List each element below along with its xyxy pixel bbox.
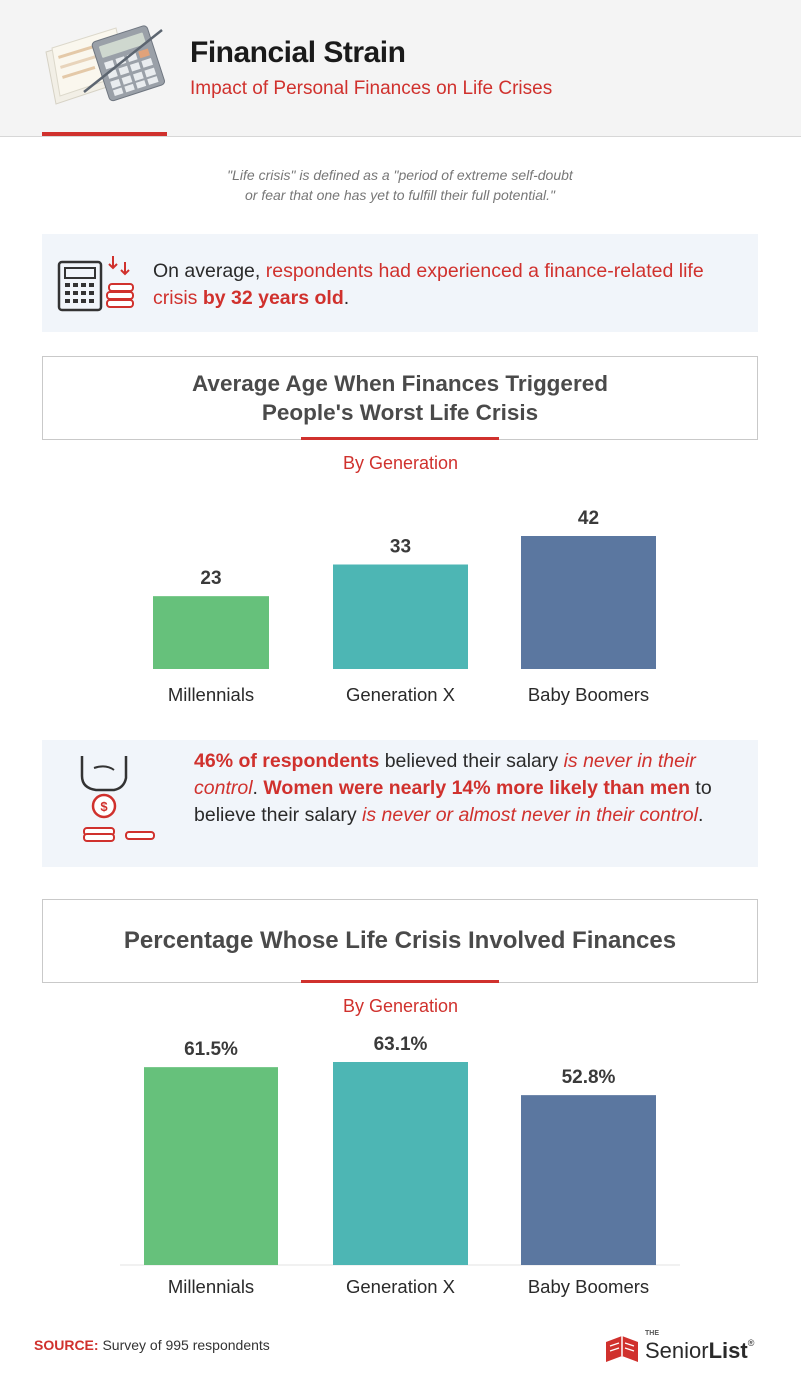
senior-list-logo: THE SeniorList® bbox=[604, 1330, 774, 1366]
bar-baby-boomers bbox=[521, 536, 656, 669]
calculator-paperwork-icon bbox=[45, 25, 165, 105]
callout2-part-1: 46% of respondents bbox=[194, 750, 380, 772]
page-title: Financial Strain bbox=[190, 36, 406, 69]
data-label: 61.5% bbox=[184, 1039, 238, 1060]
chart1-title-accent bbox=[301, 437, 499, 440]
callout2-part-7: is never or almost never in their contro… bbox=[362, 804, 698, 826]
life-crisis-definition: "Life crisis" is defined as a "period of… bbox=[150, 165, 650, 205]
data-label: 52.8% bbox=[562, 1067, 616, 1088]
chart2-title-accent bbox=[301, 980, 499, 983]
category-label: Baby Boomers bbox=[528, 684, 649, 705]
callout1-part-2: respondents had experienced a finance-re… bbox=[153, 260, 704, 309]
brand-the: THE bbox=[645, 1330, 659, 1337]
definition-line-1: "Life crisis" is defined as a "period of… bbox=[227, 167, 573, 183]
callout1-part-4: . bbox=[343, 287, 350, 309]
bar-generation-x bbox=[333, 1062, 468, 1265]
category-label: Millennials bbox=[168, 1276, 254, 1297]
callout2-part-8: . bbox=[697, 804, 704, 826]
chart1-title-box: Average Age When Finances Triggered Peop… bbox=[42, 356, 758, 440]
svg-text:$: $ bbox=[100, 799, 108, 814]
age-bar-chart: 23 Millennials 33 Generation X 42 Baby Boomer… bbox=[153, 508, 656, 705]
brand-name: SeniorList® bbox=[645, 1338, 754, 1364]
data-label: 33 bbox=[390, 537, 411, 558]
chart1-title-line-1: Average Age When Finances Triggered bbox=[192, 371, 608, 396]
bar-millennials bbox=[153, 596, 269, 669]
book-logo-icon bbox=[606, 1336, 638, 1362]
hand-coin-icon: $ bbox=[80, 756, 155, 842]
brand-list: List bbox=[708, 1338, 748, 1363]
calculator-coins-icon bbox=[57, 256, 134, 312]
source-note: SOURCE: Survey of 995 respondents bbox=[34, 1337, 270, 1353]
percentage-bar-chart: 61.5% Millennials 63.1% Generation X 52.8% Ba… bbox=[120, 1034, 680, 1297]
chart1-title: Average Age When Finances Triggered Peop… bbox=[43, 369, 757, 427]
callout2-part-4: . bbox=[252, 777, 264, 799]
page-subtitle: Impact of Personal Finances on Life Cris… bbox=[190, 78, 553, 99]
header: Financial Strain Impact of Personal Fina… bbox=[0, 0, 801, 137]
brand-registered: ® bbox=[747, 1338, 755, 1348]
category-label: Millennials bbox=[168, 684, 254, 705]
bar-generation-x bbox=[333, 564, 468, 669]
data-label: 63.1% bbox=[374, 1034, 428, 1055]
salary-control-callout: $ 46% of respondents believed their sala… bbox=[42, 740, 758, 867]
salary-control-text: 46% of respondents believed their salary… bbox=[194, 748, 734, 829]
category-label: Generation X bbox=[346, 1276, 455, 1297]
callout2-part-2: believed their salary bbox=[379, 750, 564, 772]
chart2-title-box: Percentage Whose Life Crisis Involved Fi… bbox=[42, 899, 758, 983]
callout1-part-1: On average, bbox=[153, 260, 266, 282]
source-label: SOURCE: bbox=[34, 1337, 99, 1353]
chart2-subtitle: By Generation bbox=[342, 996, 459, 1016]
average-age-text: On average, respondents had experienced … bbox=[153, 258, 743, 312]
data-label: 23 bbox=[200, 568, 221, 589]
bar-millennials bbox=[144, 1067, 278, 1265]
bar-baby-boomers bbox=[521, 1095, 656, 1265]
chart1-subtitle: By Generation bbox=[342, 453, 459, 473]
header-accent-bar bbox=[42, 132, 167, 136]
category-label: Generation X bbox=[346, 684, 455, 705]
brand-senior: Senior bbox=[645, 1338, 709, 1363]
average-age-callout: On average, respondents had experienced … bbox=[42, 234, 758, 332]
category-label: Baby Boomers bbox=[528, 1276, 649, 1297]
data-label: 42 bbox=[578, 508, 599, 529]
callout2-part-3: is never in their control bbox=[194, 750, 696, 799]
callout1-part-3: by 32 years old bbox=[202, 287, 344, 309]
chart1-title-line-2: People's Worst Life Crisis bbox=[261, 400, 539, 425]
callout2-part-6: to believe their salary bbox=[194, 777, 712, 826]
chart2-title: Percentage Whose Life Crisis Involved Fi… bbox=[123, 927, 677, 954]
callout2-part-5: Women were nearly 14% more likely than m… bbox=[263, 777, 691, 799]
definition-line-2: or fear that one has yet to fulfill thei… bbox=[244, 187, 556, 203]
source-text: Survey of 995 respondents bbox=[98, 1337, 270, 1353]
